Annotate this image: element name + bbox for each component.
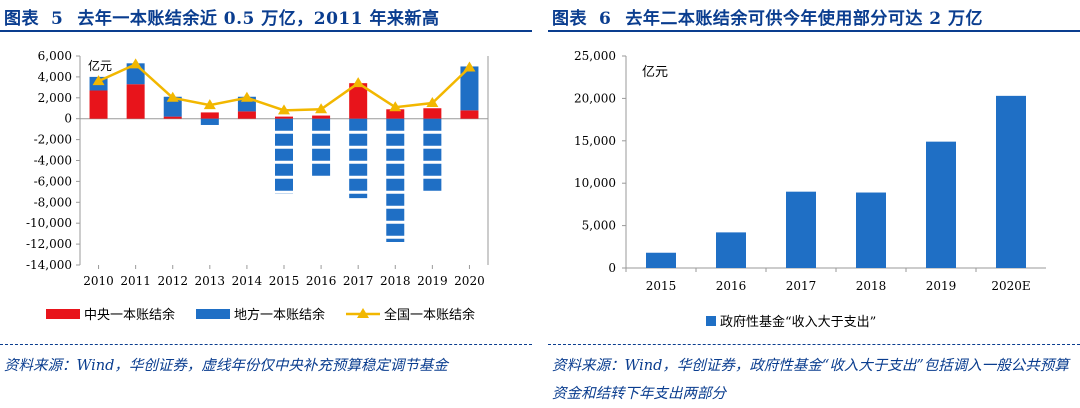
bar-central-2010 [89, 90, 108, 119]
bar-2018 [856, 192, 886, 268]
national-point-2015 [278, 104, 290, 115]
legend-label-1: 地方一本账结余 [234, 307, 325, 323]
national-point-2012 [166, 91, 179, 102]
y-tick-label: -4,000 [34, 154, 72, 168]
y-tick-label: 2,000 [38, 91, 72, 105]
title-number: 5 [51, 9, 64, 29]
x-tick-label: 2015 [646, 279, 677, 293]
left-chart-title: 图表 5 去年一本账结余近 0.5 万亿，2011 年来新高 [4, 4, 440, 29]
bar-2019 [926, 141, 956, 268]
source-rule [548, 344, 1080, 345]
x-tick-label: 2020 [454, 274, 485, 288]
source-rule [0, 344, 532, 345]
bar-central-2020 [460, 110, 479, 119]
x-tick-label: 2012 [157, 274, 188, 288]
x-tick-label: 2018 [856, 279, 887, 293]
bar-central-2016 [312, 115, 331, 119]
national-point-2017 [352, 77, 365, 88]
y-tick-label: -14,000 [26, 258, 72, 272]
y-tick-label: -8,000 [34, 195, 72, 209]
title-rule [548, 30, 1080, 32]
right-chart-title: 图表 6 去年二本账结余可供今年使用部分可达 2 万亿 [552, 4, 983, 29]
bar-central-2018 [386, 109, 405, 119]
legend-label: 政府性基金“收入大于支出” [720, 314, 876, 330]
left-chart-panel: 图表 5 去年一本账结余近 0.5 万亿，2011 年来新高 6,000 4,000 2… [0, 0, 532, 408]
x-tick-label: 2015 [269, 274, 300, 288]
x-tick-label: 2019 [417, 274, 448, 288]
right-chart-source: 资料来源：Wind，华创证券，政府性基金“收入大于支出”包括调入一般公共预算资金… [552, 358, 1069, 402]
left-chart-source: 资料来源：Wind，华创证券，虚线年份仅中央补充预算稳定调节基金 [4, 358, 448, 374]
national-point-2011 [129, 58, 142, 69]
x-tick-label: 2011 [120, 274, 151, 288]
y-tick-label: 4,000 [38, 70, 72, 84]
title-number: 6 [599, 9, 612, 29]
bar-local-2013 [200, 118, 219, 125]
x-tick-label: 2010 [83, 274, 114, 288]
bar-2016 [716, 232, 746, 268]
y-tick-label: 5,000 [582, 219, 616, 233]
bar-central-2015 [275, 116, 293, 119]
national-point-2010 [92, 75, 105, 86]
x-tick-label: 2013 [195, 274, 226, 288]
y-tick-label: 25,000 [574, 49, 616, 63]
national-point-2019 [426, 97, 439, 108]
bar-central-2014 [237, 111, 256, 119]
bar-2017 [786, 191, 816, 268]
y-tick-label: -12,000 [26, 237, 72, 251]
y-tick-label: -2,000 [34, 133, 72, 147]
y-tick-label: 0 [608, 261, 616, 275]
legend-label-2: 全国一本账结余 [384, 307, 475, 323]
legend-swatch [706, 316, 716, 326]
y-tick-label: 10,000 [574, 176, 616, 190]
right-chart-svg: 25,000 20,000 15,000 10,000 5,000 0 亿元 2015 2016… [574, 49, 1046, 330]
x-tick-label: 2017 [343, 274, 374, 288]
bar-2020E [996, 95, 1026, 268]
national-point-2020 [463, 61, 476, 72]
x-tick-label: 2018 [380, 274, 411, 288]
x-tick-label: 2020E [991, 279, 1030, 293]
right-chart-panel: 图表 6 去年二本账结余可供今年使用部分可达 2 万亿 25,000 20,000 15… [548, 0, 1080, 408]
x-tick-label: 2014 [232, 274, 263, 288]
title-text: 去年一本账结余近 0.5 万亿，2011 年来新高 [77, 9, 440, 29]
title-rule [0, 30, 532, 32]
bar-central-2017 [349, 83, 368, 119]
bar-central-2011 [126, 84, 145, 119]
y-tick-label: 0 [64, 112, 72, 126]
bar-2015 [646, 252, 676, 268]
bar-central-2019 [423, 108, 442, 119]
national-point-2014 [240, 91, 253, 102]
legend-marker-2 [357, 308, 369, 318]
x-tick-label: 2019 [926, 279, 957, 293]
legend-swatch-0 [46, 309, 80, 319]
national-point-2018 [389, 101, 402, 112]
national-balance-line [98, 62, 471, 112]
title-prefix: 图表 [4, 9, 39, 29]
y-tick-label: 6,000 [38, 49, 72, 63]
title-text: 去年二本账结余可供今年使用部分可达 2 万亿 [625, 9, 984, 29]
national-point-2016 [315, 103, 328, 114]
bar-central-2012 [163, 116, 182, 119]
y-tick-label: -6,000 [34, 174, 72, 188]
y-unit-label: 亿元 [642, 65, 668, 80]
y-tick-label: -10,000 [26, 216, 72, 230]
x-tick-label: 2017 [786, 279, 817, 293]
y-unit-label: 亿元 [88, 58, 112, 73]
title-prefix: 图表 [552, 9, 587, 29]
x-tick-label: 2016 [716, 279, 747, 293]
legend-swatch-1 [196, 309, 230, 319]
left-chart-svg: 6,000 4,000 2,000 0 -2,000 -4,000 -6,000 -8,000… [26, 49, 489, 323]
y-tick-label: 15,000 [574, 134, 616, 148]
national-point-2013 [203, 99, 216, 110]
bar-central-2013 [200, 112, 219, 119]
x-tick-label: 2016 [306, 274, 337, 288]
bar-local-2020 [460, 66, 479, 111]
y-tick-label: 20,000 [574, 91, 616, 105]
legend-label-0: 中央一本账结余 [84, 307, 175, 323]
